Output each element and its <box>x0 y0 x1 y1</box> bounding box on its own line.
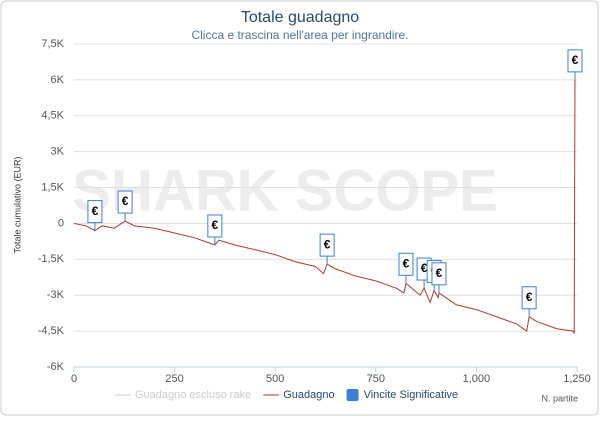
flag-box <box>521 286 537 310</box>
flag-box <box>567 49 583 73</box>
x-tick-label: 750 <box>367 373 385 385</box>
watermark: SHARK SCOPE <box>72 158 497 223</box>
flag-label: € <box>211 218 218 232</box>
y-axis-label: Totale cumulativo (EUR) <box>12 156 22 253</box>
y-tick-label: -4,5K <box>38 325 65 337</box>
x-tick-label: 250 <box>165 373 183 385</box>
flag-label: € <box>436 266 443 280</box>
y-tick-label: 4,5K <box>41 110 64 122</box>
flag-box <box>431 262 447 286</box>
y-tick-label: 1,5K <box>41 181 64 193</box>
flag: € <box>319 233 335 265</box>
flag-label: € <box>92 204 99 218</box>
flag: € <box>431 262 447 293</box>
flag: € <box>207 214 223 245</box>
line <box>73 79 576 334</box>
x-tick-label: 1,000 <box>463 373 491 385</box>
y-tick-label: 3K <box>51 146 65 158</box>
flag-box <box>319 233 335 257</box>
flag-box <box>207 214 223 238</box>
y-tick-label: 7,5K <box>41 38 64 50</box>
flag-label: € <box>324 237 331 251</box>
flag-box <box>117 190 133 214</box>
flag-label: € <box>421 261 428 275</box>
flag: € <box>87 200 103 231</box>
y-tick-label: 6K <box>51 74 65 86</box>
flag-label: € <box>122 194 129 208</box>
legend-label: Guadagno <box>283 389 334 401</box>
flag-label: € <box>403 256 410 270</box>
legend-symbol <box>346 389 359 401</box>
flag: € <box>567 49 583 80</box>
y-tick-label: 0 <box>58 217 64 229</box>
flag-box <box>87 200 103 224</box>
flag-label: € <box>572 53 579 67</box>
x-axis-label: N. partite <box>541 393 578 403</box>
x-tick-label: 0 <box>71 373 77 385</box>
flag: € <box>117 190 133 222</box>
x-tick-label: 500 <box>266 373 284 385</box>
chart-title: Totale guadagno <box>241 9 359 26</box>
legend-label: Guadagno escluso rake <box>135 389 251 401</box>
flag: € <box>398 252 414 284</box>
flag-label: € <box>526 290 533 304</box>
flag: € <box>521 286 537 317</box>
y-tick-label: -1,5K <box>38 253 65 265</box>
x-tick-label: 1,250 <box>563 373 591 385</box>
chart-subtitle: Clicca e trascina nell'area per ingrandi… <box>191 28 408 42</box>
y-tick-label: -3K <box>47 289 65 301</box>
y-tick-label: -6K <box>47 361 65 373</box>
flag-box <box>398 252 414 276</box>
legend-label: Vincite Significative <box>364 389 459 401</box>
